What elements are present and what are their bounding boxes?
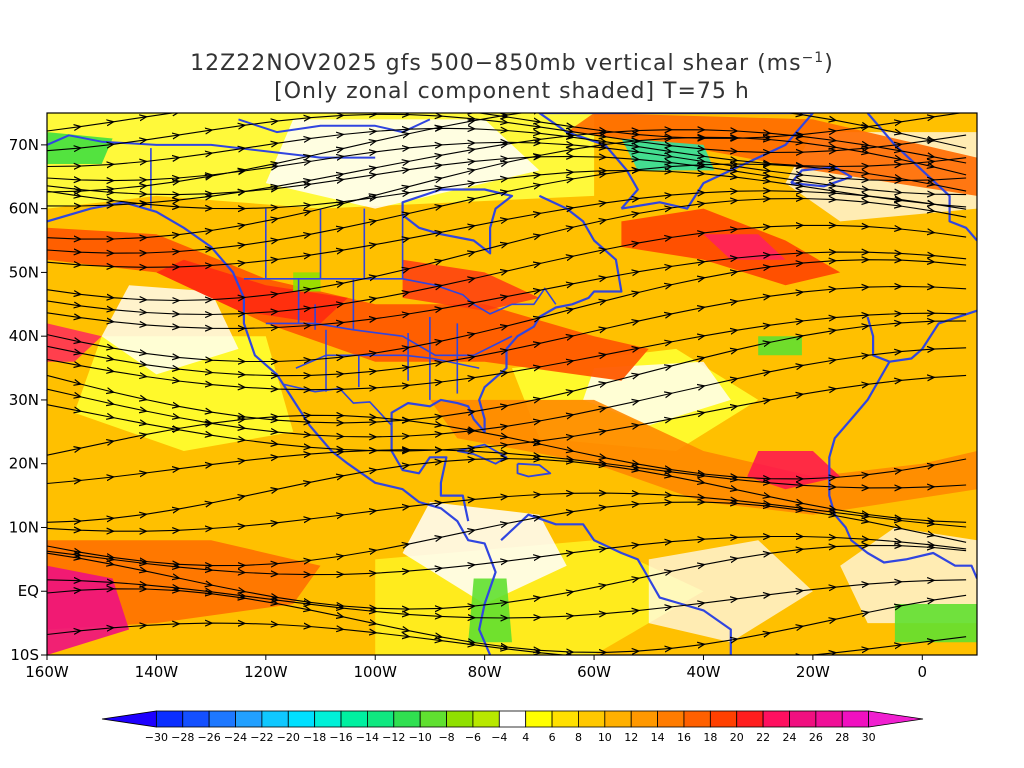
colorbar-swatch [314,710,342,728]
colorbar-label: −26 [198,731,221,744]
y-tick-label: 40N [9,327,39,345]
y-tick-label: EQ [18,582,39,600]
x-tick-label: 80W [468,663,502,681]
colorbar-label: 20 [730,731,744,744]
colorbar-label: 12 [624,731,638,744]
x-tick-label: 140W [135,663,179,681]
y-tick-label: 30N [9,391,39,409]
x-tick-label: 40W [687,663,721,681]
colorbar-label: −30 [145,731,168,744]
title-line-2: [Only zonal component shaded] T=75 h [274,79,750,104]
colorbar-swatch [762,710,790,728]
colorbar-swatch [630,710,658,728]
x-tick-label: 20W [796,663,830,681]
colorbar-label: 14 [651,731,665,744]
colorbar-swatch [446,710,474,728]
colorbar-label: −12 [382,731,405,744]
map-panel [47,113,977,655]
colorbar-label: −14 [356,731,379,744]
colorbar-label: 8 [575,731,582,744]
colorbar-label: 28 [835,731,849,744]
colorbar-swatch [208,710,236,728]
colorbar-label: −18 [303,731,326,744]
y-axis: 70N 60N 50N 40N 30N 20N 10N EQ 10S [9,136,47,664]
colorbar-label: −6 [465,731,481,744]
streamline [47,113,964,138]
colorbar-swatch [709,710,738,728]
colorbar-label: −28 [171,731,194,744]
y-tick-label: 50N [9,263,39,281]
x-axis: 160W 140W 120W 100W 80W 60W 40W 20W 0 [25,655,927,681]
colorbar-swatch [101,710,157,728]
colorbar-label: −16 [329,731,352,744]
colorbar-swatch [551,710,579,728]
shading-region [758,336,802,356]
colorbar-swatch [683,710,711,728]
y-tick-label: 20N [9,455,39,473]
colorbar-swatch [815,710,843,728]
colorbar-swatch [789,710,817,728]
colorbar-swatch [525,710,553,728]
colorbar-label: −8 [438,731,454,744]
map-frame [46,112,978,656]
y-tick-label: 60N [9,200,39,218]
colorbar-swatch [261,710,289,728]
colorbar-swatch [657,710,685,728]
colorbar-swatch [393,710,421,728]
y-tick-label: 10S [10,646,39,664]
colorbar-label: 16 [677,731,691,744]
colorbar-swatch [155,710,184,728]
colorbar-label: 30 [862,731,876,744]
colorbar-label: −4 [491,731,507,744]
colorbar-swatch [578,710,606,728]
streamlines [47,113,967,655]
colorbar-label: 6 [549,731,556,744]
colorbar-label: −10 [409,731,432,744]
colorbar-swatch [340,710,368,728]
colorbar-label: 24 [782,731,796,744]
colorbar-swatch [498,710,527,728]
colorbar: −30 −28 −26 −24 −22 −20 −18 −16 −14 −12 −10 −8 −6 −4 4… [101,710,924,744]
colorbar-label: −20 [277,731,300,744]
colorbar-label: 18 [703,731,717,744]
colorbar-swatch [736,710,764,728]
colorbar-swatch [287,710,316,728]
x-tick-label: 120W [244,663,288,681]
title-line-1: 12Z22NOV2025 gfs 500−850mb vertical shea… [190,50,834,76]
y-tick-label: 70N [9,136,39,154]
colorbar-swatch [367,710,395,728]
colorbar-label: 22 [756,731,770,744]
x-tick-label: 60W [577,663,611,681]
streamline [47,415,967,479]
colorbar-swatch [841,710,870,728]
colorbar-swatch [182,710,210,728]
colorbar-swatch [868,710,924,728]
y-tick-label: 10N [9,518,39,536]
colorbar-label: −24 [224,731,247,744]
colorbar-label: 4 [522,731,529,744]
colorbar-swatch [472,710,500,728]
shading-region [293,272,321,292]
colorbar-swatch [604,710,632,728]
x-tick-label: 100W [354,663,398,681]
colorbar-label: −22 [250,731,273,744]
colorbar-label: 26 [809,731,823,744]
x-tick-label: 0 [918,663,928,681]
colorbar-label: 10 [598,731,612,744]
x-tick-label: 160W [25,663,69,681]
colorbar-swatch [235,710,263,728]
colorbar-swatch [419,710,447,728]
